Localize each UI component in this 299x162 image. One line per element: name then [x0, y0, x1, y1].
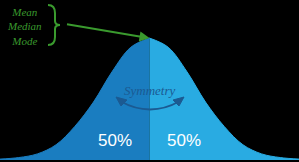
svg-text:50%: 50%: [98, 131, 132, 150]
svg-text:Symmetry: Symmetry: [124, 83, 175, 98]
svg-text:50%: 50%: [167, 131, 201, 150]
svg-text:MeanMedianMode: MeanMedianMode: [7, 6, 42, 47]
